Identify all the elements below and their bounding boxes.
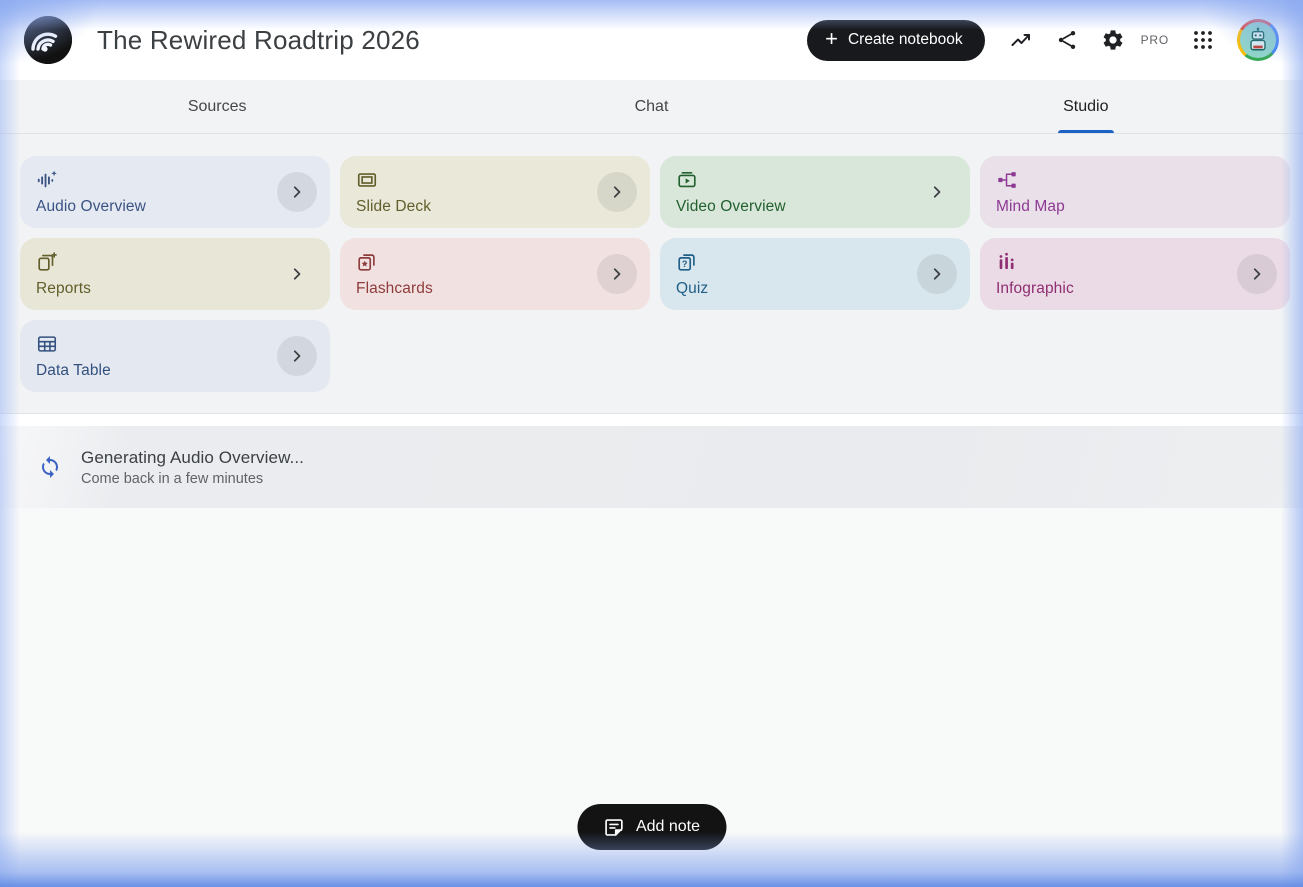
video-library-icon (676, 169, 698, 191)
studio-card-mind-map[interactable]: Mind Map (980, 156, 1290, 228)
open-quiz-button[interactable] (917, 254, 957, 294)
generating-text: Generating Audio Overview... Come back i… (81, 448, 304, 487)
tab-sources[interactable]: Sources (0, 80, 434, 133)
tab-label: Studio (1063, 97, 1109, 115)
chevron-right-icon (607, 264, 627, 284)
chevron-right-icon (287, 346, 307, 366)
avatar-robot-image (1240, 22, 1276, 58)
node-graph-icon (996, 169, 1018, 191)
card-label: Video Overview (676, 198, 786, 215)
generating-title: Generating Audio Overview... (81, 447, 304, 467)
chevron-right-icon (1247, 264, 1267, 284)
studio-card-reports[interactable]: Reports (20, 238, 330, 310)
studio-main: Audio Overview Slide Deck Video Overview Mi… (0, 134, 1303, 887)
add-note-button[interactable]: Add note (576, 804, 727, 850)
add-note-label: Add note (635, 818, 701, 835)
card-label: Quiz (676, 280, 709, 297)
sync-spinner-icon (38, 455, 62, 479)
panel-divider (0, 413, 1303, 414)
chevron-right-icon (287, 264, 307, 284)
pro-badge: PRO (1140, 33, 1169, 47)
tab-bar: Sources Chat Studio (0, 80, 1303, 134)
card-label: Data Table (36, 362, 111, 379)
notebooklm-logo[interactable] (24, 16, 72, 64)
audio-waveform-sparkle-icon (36, 169, 58, 191)
open-data-table-button[interactable] (277, 336, 317, 376)
studio-panel: Audio Overview Slide Deck Video Overview Mi… (0, 134, 1303, 413)
card-label: Reports (36, 280, 91, 297)
card-label: Audio Overview (36, 198, 146, 215)
analytics-trending-icon[interactable] (1001, 20, 1041, 60)
active-tab-indicator (1057, 130, 1114, 133)
plus-icon: + (825, 26, 838, 51)
studio-card-flashcards[interactable]: Flashcards (340, 238, 650, 310)
studio-card-data-table[interactable]: Data Table (20, 320, 330, 392)
settings-gear-icon[interactable] (1093, 20, 1133, 60)
tab-label: Chat (634, 97, 669, 115)
open-video-overview-button[interactable] (917, 172, 957, 212)
infographic-bars-icon (996, 251, 1018, 273)
tab-chat[interactable]: Chat (434, 80, 868, 133)
card-label: Mind Map (996, 198, 1065, 215)
flashcards-star-icon (356, 251, 378, 273)
quiz-cards-icon: ? (676, 251, 698, 273)
account-avatar[interactable] (1237, 19, 1279, 61)
studio-cards-grid: Audio Overview Slide Deck Video Overview Mi… (20, 156, 1290, 392)
header-actions: + Create notebook PRO (807, 19, 1279, 61)
card-label: Infographic (996, 280, 1074, 297)
generating-shimmer-row: Generating Audio Overview... Come back i… (0, 426, 1303, 508)
chevron-right-icon (607, 182, 627, 202)
open-slide-deck-button[interactable] (597, 172, 637, 212)
table-grid-icon (36, 333, 58, 355)
open-flashcards-button[interactable] (597, 254, 637, 294)
generating-status: Generating Audio Overview... Come back i… (0, 448, 304, 487)
open-infographic-button[interactable] (1237, 254, 1277, 294)
note-icon (603, 817, 624, 838)
studio-card-slide-deck[interactable]: Slide Deck (340, 156, 650, 228)
studio-card-video-overview[interactable]: Video Overview (660, 156, 970, 228)
studio-card-audio-overview[interactable]: Audio Overview (20, 156, 330, 228)
tab-studio[interactable]: Studio (869, 80, 1303, 133)
studio-card-quiz[interactable]: ? Quiz (660, 238, 970, 310)
logo-arcs-icon (24, 16, 72, 64)
share-icon[interactable] (1047, 20, 1087, 60)
open-reports-button[interactable] (277, 254, 317, 294)
create-notebook-button[interactable]: + Create notebook (807, 19, 985, 61)
open-audio-overview-button[interactable] (277, 172, 317, 212)
notebook-title[interactable]: The Rewired Roadtrip 2026 (97, 24, 420, 55)
create-notebook-label: Create notebook (847, 31, 963, 48)
top-bar: The Rewired Roadtrip 2026 + Create noteb… (0, 0, 1303, 80)
report-stack-icon (36, 251, 58, 273)
slide-frame-icon (356, 169, 378, 191)
apps-grid-icon[interactable] (1183, 20, 1223, 60)
chevron-right-icon (927, 264, 947, 284)
generating-subtitle: Come back in a few minutes (81, 470, 264, 487)
svg-text:?: ? (682, 259, 688, 269)
card-label: Slide Deck (356, 198, 432, 215)
tab-label: Sources (187, 97, 247, 115)
chevron-right-icon (927, 182, 947, 202)
studio-card-infographic[interactable]: Infographic (980, 238, 1290, 310)
chevron-right-icon (287, 182, 307, 202)
card-label: Flashcards (356, 280, 433, 297)
studio-output-area: Generating Audio Overview... Come back i… (0, 426, 1303, 887)
